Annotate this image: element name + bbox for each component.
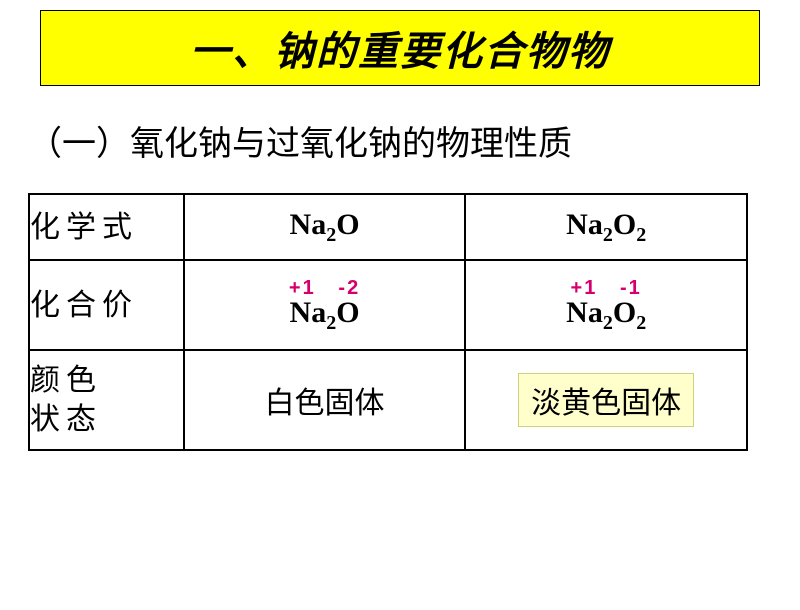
- table-row-state: 颜色 状态 白色固体 淡黄色固体: [29, 350, 747, 450]
- formula-part: Na: [566, 296, 603, 329]
- row-header-formula: 化学式: [29, 194, 184, 260]
- table-row-formula: 化学式 Na2O Na2O2: [29, 194, 747, 260]
- formula-part: Na: [290, 296, 327, 329]
- row-header-state: 颜色 状态: [29, 350, 184, 450]
- row-header-valence: 化合价: [29, 260, 184, 350]
- formula-sub: 2: [603, 224, 613, 246]
- formula-na2o2-v: Na2O2: [566, 298, 646, 333]
- formula-part: O: [336, 208, 359, 241]
- formula-sub: 2: [326, 224, 336, 246]
- cell-state-na2o: 白色固体: [184, 350, 466, 450]
- formula-part: O: [613, 208, 636, 241]
- formula-sub: 2: [636, 224, 646, 246]
- title-banner: 一、钠的重要化合物物: [40, 10, 760, 86]
- section-subtitle: （一）氧化钠与过氧化钠的物理性质: [28, 116, 800, 165]
- properties-table: 化学式 Na2O Na2O2 化合价 +1 -2 Na2O: [28, 193, 748, 451]
- formula-part: O: [336, 296, 359, 329]
- formula-na2o-v: Na2O: [290, 298, 360, 333]
- formula-part: O: [613, 296, 636, 329]
- cell-formula-na2o2: Na2O2: [465, 194, 747, 260]
- cell-formula-na2o: Na2O: [184, 194, 466, 260]
- valence-na2o2: +1 -1 Na2O2: [566, 278, 646, 333]
- valence-na2o: +1 -2 Na2O: [289, 278, 360, 333]
- page-title: 一、钠的重要化合物物: [190, 29, 610, 74]
- oxidation-label: +1 -2: [289, 278, 360, 298]
- formula-na2o2: Na2O2: [566, 208, 646, 247]
- table-row-valence: 化合价 +1 -2 Na2O +1 -1 Na2O2: [29, 260, 747, 350]
- formula-part: Na: [290, 208, 327, 241]
- cell-state-na2o2: 淡黄色固体: [465, 350, 747, 450]
- state-na2o: 白色固体: [265, 387, 385, 420]
- state-na2o2: 淡黄色固体: [518, 373, 694, 427]
- cell-valence-na2o2: +1 -1 Na2O2: [465, 260, 747, 350]
- formula-sub: 2: [636, 312, 646, 334]
- oxidation-label: +1 -1: [566, 278, 646, 298]
- formula-sub: 2: [603, 312, 613, 334]
- formula-na2o: Na2O: [290, 208, 360, 247]
- formula-sub: 2: [326, 312, 336, 334]
- formula-part: Na: [566, 208, 603, 241]
- cell-valence-na2o: +1 -2 Na2O: [184, 260, 466, 350]
